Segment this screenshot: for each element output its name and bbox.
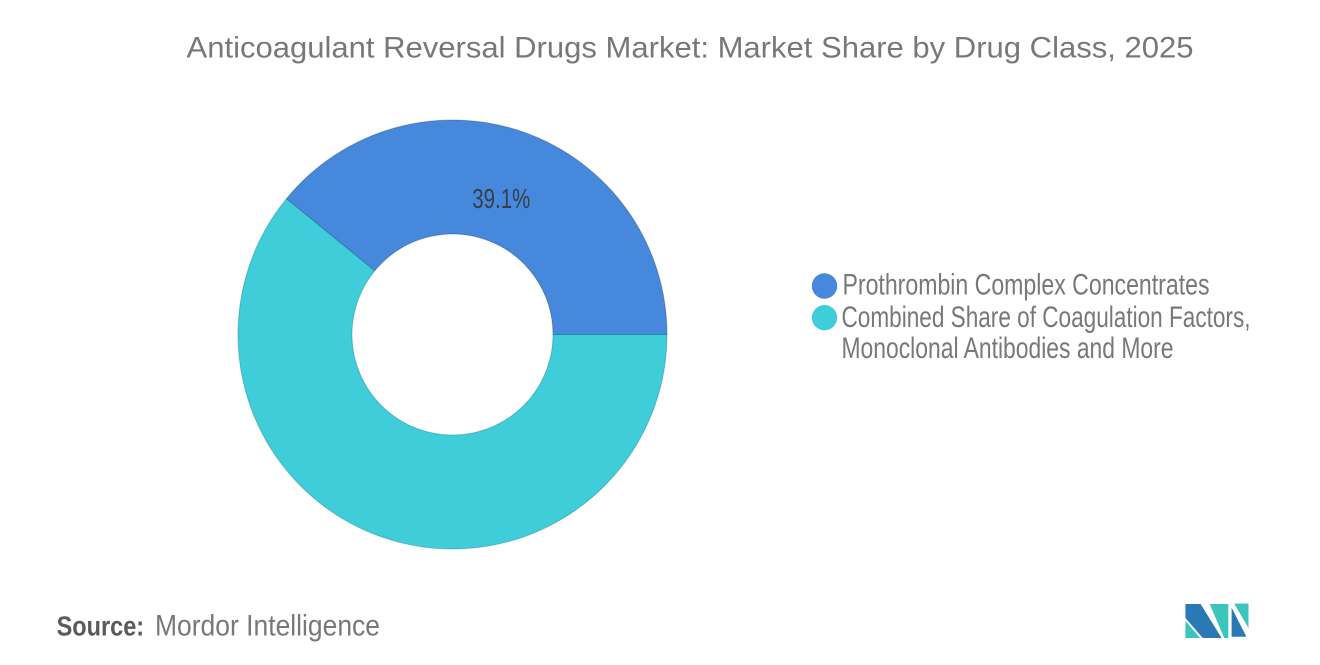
svg-text:Combined Share of Coagulation: Combined Share of Coagulation Factors, <box>842 301 1251 334</box>
svg-text:39.1%: 39.1% <box>472 183 530 214</box>
svg-text:Monoclonal Antibodies and More: Monoclonal Antibodies and More <box>842 332 1174 365</box>
svg-text:Mordor Intelligence: Mordor Intelligence <box>155 610 380 643</box>
svg-text:Anticoagulant Reversal Drugs M: Anticoagulant Reversal Drugs Market: Mar… <box>187 32 1194 65</box>
svg-text:Prothrombin Complex Concentrat: Prothrombin Complex Concentrates <box>843 269 1210 302</box>
svg-text:Source:: Source: <box>57 611 145 642</box>
